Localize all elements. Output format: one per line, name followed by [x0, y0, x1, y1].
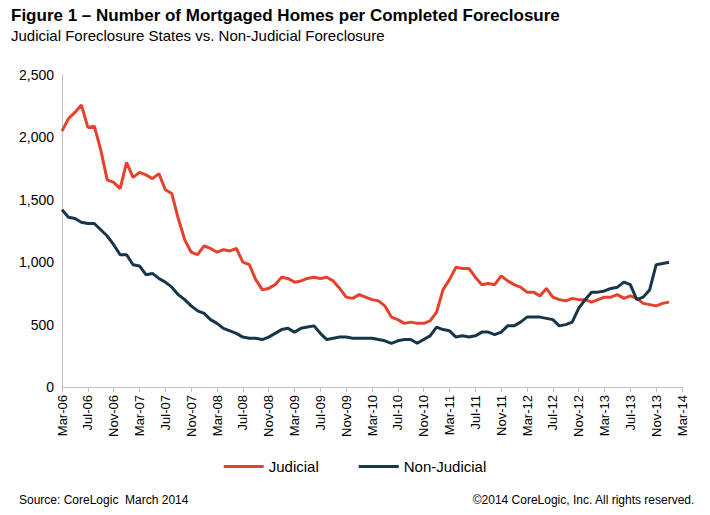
svg-text:0: 0	[46, 379, 54, 395]
svg-text:Jul-09: Jul-09	[313, 395, 328, 430]
svg-text:Nov-07: Nov-07	[184, 395, 199, 437]
svg-text:Mar-09: Mar-09	[287, 395, 302, 436]
svg-text:Nov-13: Nov-13	[649, 395, 664, 437]
svg-text:1,500: 1,500	[19, 192, 54, 208]
svg-text:Mar-13: Mar-13	[597, 395, 612, 436]
svg-text:Nov-11: Nov-11	[494, 395, 509, 436]
svg-text:Mar-06: Mar-06	[55, 395, 70, 436]
svg-text:2,500: 2,500	[19, 67, 54, 83]
svg-text:Jul-08: Jul-08	[235, 395, 250, 430]
svg-text:Judicial Foreclosure States vs: Judicial Foreclosure States vs. Non-Judi…	[11, 27, 384, 44]
svg-text:Jul-11: Jul-11	[468, 395, 483, 429]
svg-text:Mar-12: Mar-12	[520, 395, 535, 436]
svg-text:Mar-14: Mar-14	[675, 395, 690, 436]
svg-text:Mar-08: Mar-08	[210, 395, 225, 436]
svg-text:Figure 1 – Number of Mortgaged: Figure 1 – Number of Mortgaged Homes per…	[11, 6, 560, 25]
svg-text:Non-Judicial: Non-Judicial	[404, 458, 487, 475]
svg-text:Jul-13: Jul-13	[623, 395, 638, 430]
svg-text:Nov-06: Nov-06	[106, 395, 121, 437]
svg-text:2,000: 2,000	[19, 129, 54, 145]
svg-text:Nov-08: Nov-08	[261, 395, 276, 437]
svg-text:Jul-10: Jul-10	[390, 395, 405, 430]
svg-text:Nov-09: Nov-09	[339, 395, 354, 437]
svg-text:Mar-10: Mar-10	[365, 395, 380, 436]
svg-text:Mar-07: Mar-07	[132, 395, 147, 436]
svg-text:500: 500	[31, 317, 55, 333]
svg-text:Jul-07: Jul-07	[158, 395, 173, 430]
svg-text:Nov-10: Nov-10	[416, 395, 431, 437]
svg-text:Mar-11: Mar-11	[442, 395, 457, 435]
svg-text:Jul-06: Jul-06	[80, 395, 95, 430]
svg-text:Judicial: Judicial	[269, 458, 319, 475]
svg-text:Nov-12: Nov-12	[571, 395, 586, 437]
svg-text:©2014 CoreLogic, Inc. All righ: ©2014 CoreLogic, Inc. All rights reserve…	[473, 493, 695, 507]
svg-text:Jul-12: Jul-12	[545, 395, 560, 430]
svg-text:1,000: 1,000	[19, 254, 54, 270]
svg-text:Source: CoreLogic March 2014: Source: CoreLogic March 2014	[19, 493, 189, 507]
